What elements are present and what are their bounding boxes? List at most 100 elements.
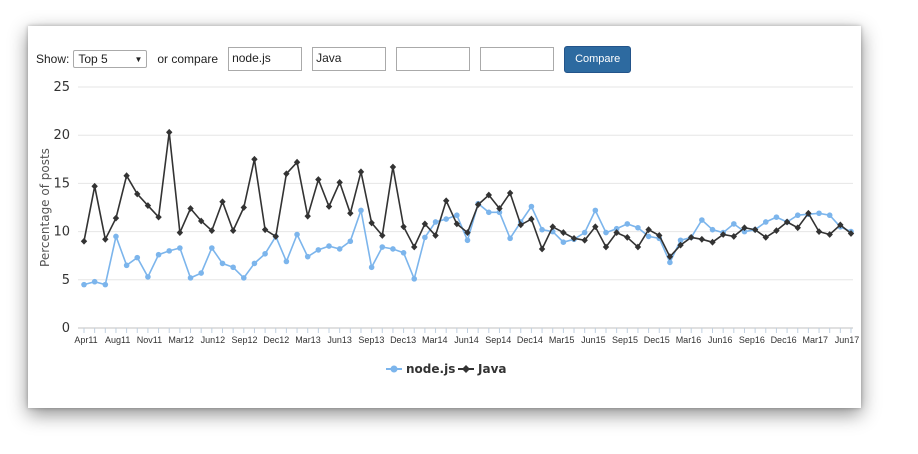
data-point-Java <box>272 233 279 240</box>
data-point-node.js <box>464 237 471 244</box>
data-point-node.js <box>81 281 87 288</box>
data-point-Java <box>560 229 567 236</box>
data-point-node.js <box>507 235 513 242</box>
compare-input-3[interactable] <box>396 47 471 71</box>
data-point-Java <box>123 172 130 180</box>
data-point-node.js <box>166 248 173 254</box>
data-point-Java <box>730 233 738 240</box>
compare-input-1[interactable]: node.js <box>228 47 303 71</box>
x-tick-label: Dec15 <box>644 335 670 345</box>
compare-input-4[interactable] <box>480 47 555 71</box>
data-point-node.js <box>400 250 407 256</box>
data-point-Java <box>432 232 439 239</box>
data-point-node.js <box>91 278 98 285</box>
data-point-node.js <box>581 229 588 236</box>
data-point-node.js <box>443 216 449 222</box>
data-point-node.js <box>677 237 684 244</box>
x-tick-label: Mar16 <box>676 335 702 345</box>
x-tick-label: Mar12 <box>168 335 194 345</box>
x-tick-label: Sep16 <box>739 335 765 345</box>
x-tick-label: Mar14 <box>422 335 448 345</box>
data-point-Java <box>283 170 290 178</box>
data-point-node.js <box>709 226 716 233</box>
data-point-Java <box>485 191 493 199</box>
data-point-node.js <box>613 225 620 232</box>
data-point-Java <box>389 163 397 171</box>
line-chart: 0 5 10 15 20 25 Percentage of posts Apr11 Aug11 N… <box>38 80 859 376</box>
data-point-Java <box>645 226 652 234</box>
data-point-node.js <box>794 212 801 219</box>
x-tick-label: Aug11 <box>105 335 130 345</box>
data-point-Java <box>773 227 780 235</box>
x-tick-label: Sep12 <box>232 335 258 345</box>
data-point-node.js <box>762 219 769 225</box>
data-point-Java <box>240 204 247 211</box>
compare-label: or compare <box>157 52 219 66</box>
data-point-Java <box>155 213 162 221</box>
data-point-Java <box>187 205 194 212</box>
data-point-node.js <box>731 221 737 227</box>
data-point-Java <box>549 223 556 231</box>
y-tick-label: 0 <box>62 321 70 336</box>
data-point-node.js <box>826 212 833 219</box>
data-point-Java <box>208 227 216 235</box>
show-label: Show: <box>36 52 70 66</box>
data-point-node.js <box>667 259 673 266</box>
data-point-node.js <box>528 203 535 210</box>
compare-button[interactable]: Compare <box>564 45 632 73</box>
data-point-node.js <box>134 254 141 261</box>
data-point-node.js <box>262 250 268 257</box>
data-point-Java <box>826 231 833 238</box>
data-point-node.js <box>486 209 492 216</box>
data-point-node.js <box>454 212 460 219</box>
data-point-node.js <box>102 281 109 288</box>
data-point-node.js <box>145 274 151 280</box>
data-point-Java <box>229 227 237 235</box>
data-point-Java <box>496 205 503 212</box>
data-point-node.js <box>209 245 215 251</box>
data-point-Java <box>581 236 588 244</box>
y-tick-label: 5 <box>62 273 70 288</box>
x-tick-label: Jun12 <box>201 335 226 345</box>
x-tick-label: Sep14 <box>485 335 511 345</box>
compare-input-2[interactable]: Java <box>312 47 387 71</box>
chart-card: Show: Top 5 ▼ or compare node.js Java Co… <box>28 26 861 408</box>
x-tick-label: Dec16 <box>771 335 797 345</box>
data-point-node.js <box>304 253 311 260</box>
x-tick-label: Apr11 <box>74 335 97 345</box>
data-point-Java <box>357 168 365 176</box>
data-point-node.js <box>816 210 822 217</box>
data-point-Java <box>709 238 716 246</box>
data-point-Java <box>698 235 706 243</box>
data-point-node.js <box>240 275 247 281</box>
data-point-Java <box>474 201 482 209</box>
show-select[interactable]: Top 5 ▼ <box>73 50 148 68</box>
data-point-node.js <box>411 276 418 282</box>
data-point-node.js <box>539 226 545 233</box>
data-point-node.js <box>358 207 364 214</box>
data-point-node.js <box>699 217 705 223</box>
data-point-node.js <box>773 214 780 220</box>
data-point-node.js <box>422 234 428 241</box>
data-point-Java <box>538 245 546 253</box>
y-axis-label: Percentage of posts <box>38 148 52 267</box>
data-point-Java <box>656 232 663 239</box>
x-tick-label: Mar15 <box>549 335 575 345</box>
y-tick-label: 20 <box>53 128 70 143</box>
data-point-node.js <box>177 245 183 251</box>
data-point-Java <box>134 190 141 198</box>
data-point-node.js <box>155 251 162 258</box>
data-point-Java <box>528 215 535 223</box>
data-point-node.js <box>560 239 567 246</box>
data-point-node.js <box>645 233 652 240</box>
data-point-node.js <box>741 228 748 235</box>
data-point-Java <box>325 203 333 210</box>
data-point-node.js <box>219 260 226 267</box>
data-point-node.js <box>432 219 439 225</box>
data-point-Java <box>368 219 375 227</box>
data-point-Java <box>400 223 407 231</box>
x-tick-label: Sep15 <box>612 335 638 345</box>
data-point-node.js <box>603 229 609 236</box>
data-point-node.js <box>198 270 204 276</box>
data-point-node.js <box>390 246 396 252</box>
